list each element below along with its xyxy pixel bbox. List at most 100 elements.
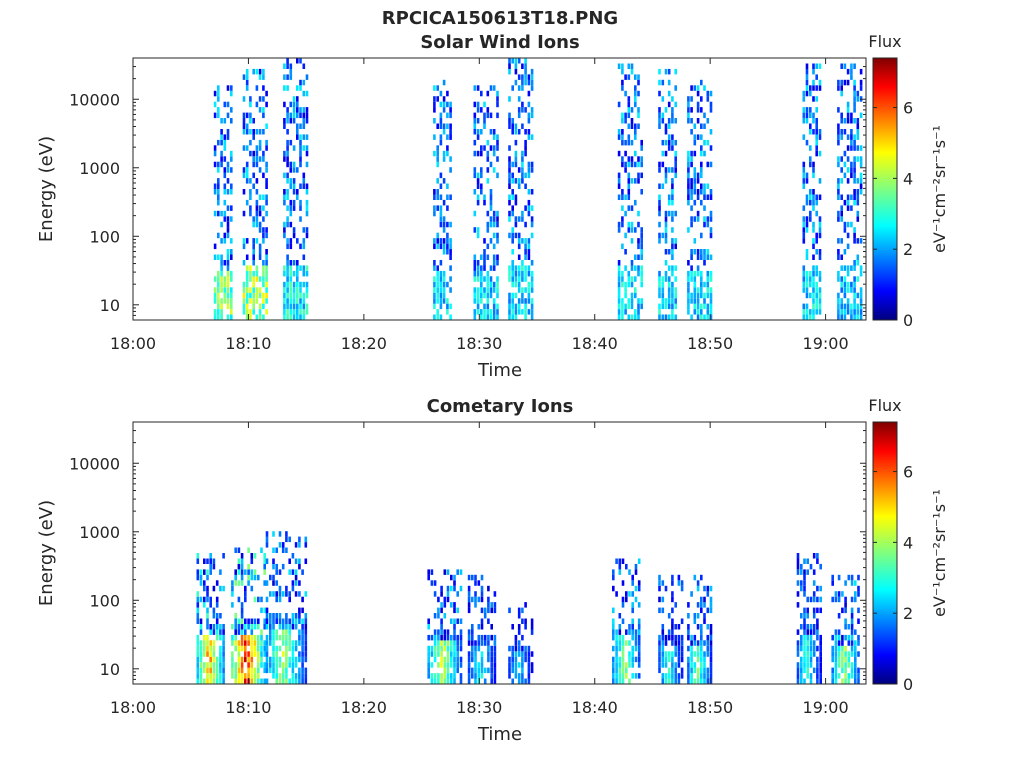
- spectrogram-cell: [272, 662, 275, 668]
- spectrogram-cell: [215, 618, 219, 624]
- y-tick-label: 1000: [79, 523, 120, 542]
- spectrogram-cell: [818, 221, 822, 228]
- spectrogram-cell: [802, 281, 806, 288]
- spectrogram-cell: [703, 221, 706, 228]
- spectrogram-cell: [486, 270, 490, 277]
- spectrogram-cell: [286, 205, 289, 211]
- spectrogram-cell: [440, 656, 443, 663]
- spectrogram-cell: [275, 580, 278, 586]
- spectrogram-cell: [292, 199, 296, 206]
- spectrogram-cell: [671, 178, 674, 184]
- spectrogram-cell: [517, 265, 521, 271]
- spectrogram-cell: [299, 183, 302, 189]
- spectrogram-cell: [837, 651, 841, 657]
- spectrogram-cell: [806, 607, 809, 614]
- x-tick-label: 19:00: [803, 698, 849, 717]
- spectrogram-cell: [222, 640, 225, 646]
- spectrogram-cell: [621, 189, 624, 195]
- spectrogram-cell: [859, 309, 863, 315]
- spectrogram-cell: [690, 298, 693, 304]
- spectrogram-cell: [240, 569, 244, 575]
- spectrogram-cell: [667, 79, 671, 86]
- spectrogram-cell: [253, 574, 257, 581]
- spectrogram-cell: [440, 662, 443, 668]
- spectrogram-cell: [301, 667, 304, 674]
- spectrogram-cell: [709, 287, 713, 293]
- spectrogram-cell: [809, 281, 812, 288]
- spectrogram-cell: [637, 629, 641, 635]
- spectrogram-cell: [249, 314, 252, 320]
- spectrogram-cell: [237, 629, 241, 635]
- spectrogram-cell: [706, 254, 710, 260]
- spectrogram-cell: [249, 292, 252, 299]
- spectrogram-cell: [802, 232, 806, 239]
- spectrogram-cell: [493, 662, 497, 668]
- spectrogram-cell: [521, 85, 524, 91]
- spectrogram-cell: [624, 210, 627, 217]
- spectrogram-cell: [625, 673, 628, 679]
- spectrogram-cell: [262, 194, 265, 200]
- spectrogram-cell: [240, 640, 244, 646]
- spectrogram-cell: [209, 602, 212, 608]
- spectrogram-cell: [612, 574, 615, 581]
- spectrogram-cell: [245, 287, 249, 293]
- spectrogram-cell: [262, 232, 265, 239]
- x-tick-label: 18:40: [572, 334, 618, 353]
- spectrogram-cell: [265, 227, 268, 233]
- spectrogram-cell: [837, 656, 841, 663]
- spectrogram-cell: [213, 90, 217, 97]
- spectrogram-cell: [269, 640, 272, 646]
- spectrogram-cell: [637, 585, 641, 592]
- spectrogram-cell: [440, 645, 443, 652]
- spectrogram-cell: [637, 309, 640, 315]
- spectrogram-cell: [805, 112, 809, 119]
- x-tick-label: 18:50: [687, 334, 733, 353]
- spectrogram-cell: [527, 662, 531, 668]
- spectrogram-cell: [433, 243, 436, 250]
- spectrogram-cell: [223, 101, 227, 108]
- spectrogram-cell: [220, 221, 223, 228]
- spectrogram-cell: [217, 210, 220, 217]
- spectrogram-cell: [260, 629, 263, 635]
- spectrogram-cell: [253, 673, 257, 679]
- spectrogram-cell: [514, 129, 518, 135]
- spectrogram-cell: [213, 210, 217, 217]
- spectrogram-cell: [230, 276, 233, 282]
- spectrogram-cell: [524, 270, 527, 277]
- spectrogram-cell: [302, 112, 306, 119]
- spectrogram-cell: [846, 79, 850, 86]
- spectrogram-cell: [244, 634, 247, 641]
- spectrogram-cell: [809, 194, 812, 200]
- spectrogram-cell: [226, 227, 230, 233]
- spectrogram-cell: [846, 287, 850, 293]
- spectrogram-cell: [206, 640, 209, 646]
- spectrogram-cell: [209, 553, 212, 559]
- spectrogram-cell: [812, 68, 815, 75]
- spectrogram-cell: [687, 309, 690, 315]
- spectrogram-cell: [289, 281, 293, 288]
- spectrogram-cell: [265, 558, 269, 564]
- spectrogram-cell: [473, 227, 477, 233]
- spectrogram-cell: [257, 574, 260, 581]
- spectrogram-cell: [630, 260, 634, 266]
- spectrogram-cell: [436, 123, 439, 129]
- spectrogram-cell: [473, 189, 477, 195]
- spectrogram-cell: [477, 624, 481, 630]
- spectrogram-cell: [803, 678, 806, 684]
- spectrogram-cell: [427, 618, 430, 624]
- spectrogram-cell: [508, 68, 511, 75]
- spectrogram-cell: [226, 260, 230, 266]
- spectrogram-cell: [853, 161, 856, 168]
- spectrogram-cell: [521, 178, 524, 184]
- spectrogram-cell: [667, 101, 671, 108]
- spectrogram-cell: [459, 678, 463, 684]
- spectrogram-cell: [304, 558, 308, 564]
- spectrogram-cell: [301, 656, 304, 663]
- spectrogram-cell: [530, 624, 534, 630]
- spectrogram-cell: [296, 134, 299, 140]
- spectrogram-cell: [671, 303, 674, 310]
- spectrogram-cell: [294, 640, 298, 646]
- spectrogram-cell: [671, 167, 674, 173]
- spectrogram-cell: [693, 298, 697, 304]
- spectrogram-cell: [703, 596, 706, 603]
